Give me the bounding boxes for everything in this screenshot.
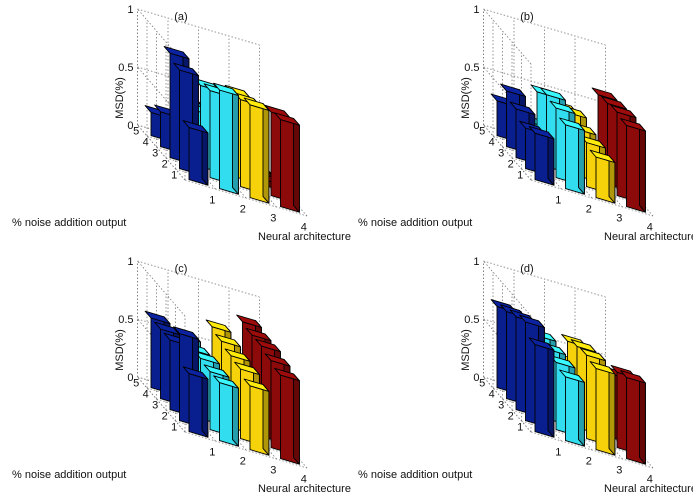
z-axis-label: MSD(%) (114, 329, 126, 371)
z-axis-label: MSD(%) (460, 77, 472, 119)
y-tick-label: 2 (508, 159, 514, 171)
panel-c: (c) 0 0.5 1 MSD(%) 1 2 3 4 Neural architecture 1 2 3… (0, 252, 351, 504)
x-tick-label: 4 (647, 474, 653, 486)
z-tick-label: 0.5 (464, 62, 479, 74)
y-axis-label: % noise addition output (12, 217, 126, 229)
y-tick-label: 5 (479, 126, 485, 138)
z-axis-label: MSD(%) (460, 329, 472, 371)
chart-title: (b) (520, 11, 533, 23)
y-tick-label: 3 (498, 400, 504, 412)
z-axis-label: MSD(%) (114, 77, 126, 119)
z-tick-label: 1 (127, 4, 133, 16)
z-tick-label: 0 (473, 120, 479, 132)
z-tick-label: 1 (473, 4, 479, 16)
chart-title: (c) (175, 263, 188, 275)
z-tick-label: 0 (127, 372, 133, 384)
bar-arch4-noise1 (274, 112, 300, 213)
bars (490, 299, 646, 465)
y-tick-label: 5 (133, 126, 139, 138)
z-tick-label: 0.5 (118, 62, 133, 74)
bar-arch4-noise1 (274, 367, 300, 465)
x-tick-label: 3 (270, 465, 276, 477)
x-tick-label: 2 (586, 456, 592, 468)
z-tick-label: 1 (473, 256, 479, 268)
bar-arch2-noise1 (213, 375, 239, 447)
y-tick-label: 1 (171, 422, 177, 434)
x-tick-label: 2 (240, 204, 246, 216)
y-tick-label: 5 (479, 378, 485, 390)
y-tick-label: 3 (152, 148, 158, 160)
bar-arch4-noise1 (620, 370, 646, 465)
y-tick-label: 3 (498, 148, 504, 160)
y-tick-label: 1 (171, 170, 177, 182)
panel-b: (b) 0 0.5 1 MSD(%) 1 2 3 4 Neural architecture 1 2 3… (346, 0, 693, 252)
bar-arch4-noise1 (620, 118, 646, 213)
y-tick-label: 2 (162, 159, 168, 171)
x-tick-label: 3 (616, 213, 622, 225)
chart-title: (a) (174, 11, 187, 23)
bar-arch2-noise1 (559, 117, 585, 195)
z-tick-label: 1 (127, 256, 133, 268)
z-tick-label: 0 (473, 372, 479, 384)
x-tick-label: 1 (209, 195, 215, 207)
x-tick-label: 4 (301, 474, 307, 486)
z-tick-label: 0 (127, 120, 133, 132)
z-tick-label: 0.5 (464, 314, 479, 326)
bars (144, 45, 300, 213)
x-tick-label: 1 (555, 447, 561, 459)
y-tick-label: 4 (143, 137, 149, 149)
y-tick-label: 4 (489, 389, 495, 401)
y-tick-label: 3 (152, 400, 158, 412)
y-tick-label: 2 (508, 411, 514, 423)
x-tick-label: 1 (555, 195, 561, 207)
y-tick-label: 2 (162, 411, 168, 423)
bar-arch3-noise1 (589, 361, 616, 456)
bars (490, 83, 646, 213)
x-tick-label: 3 (616, 465, 622, 477)
bars (144, 310, 300, 465)
bar-arch1-noise1 (528, 337, 555, 438)
bar-arch3-noise1 (243, 97, 270, 204)
x-tick-label: 4 (301, 222, 307, 234)
y-axis-label: % noise addition output (358, 217, 472, 229)
bar-arch1-noise1 (182, 120, 209, 186)
bar-arch3-noise1 (243, 378, 270, 456)
panel-a: (a) 0 0.5 1 MSD(%) 1 2 3 4 Neural architecture 1 2 3… (0, 0, 351, 252)
x-axis-label: Neural architecture (258, 483, 351, 495)
x-tick-label: 2 (586, 204, 592, 216)
x-axis-label: Neural architecture (258, 231, 351, 243)
y-tick-label: 4 (489, 137, 495, 149)
x-tick-label: 4 (647, 222, 653, 234)
x-axis-label: Neural architecture (604, 231, 693, 243)
y-axis-label: % noise addition output (358, 469, 472, 481)
bar-arch1-noise1 (528, 125, 555, 186)
y-axis-label: % noise addition output (12, 469, 126, 481)
y-tick-label: 1 (517, 422, 523, 434)
chart-title: (d) (520, 263, 533, 275)
panel-d: (d) 0 0.5 1 MSD(%) 1 2 3 4 Neural architecture 1 2 3… (346, 252, 693, 504)
y-tick-label: 5 (133, 378, 139, 390)
y-tick-label: 4 (143, 389, 149, 401)
x-tick-label: 1 (209, 447, 215, 459)
bar-arch2-noise1 (213, 82, 239, 195)
bar-arch1-noise1 (182, 366, 209, 438)
x-tick-label: 3 (270, 213, 276, 225)
x-axis-label: Neural architecture (604, 483, 693, 495)
y-tick-label: 1 (517, 170, 523, 182)
x-tick-label: 2 (240, 456, 246, 468)
bar-arch2-noise1 (559, 369, 585, 447)
bar-arch3-noise1 (589, 149, 616, 204)
z-tick-label: 0.5 (118, 314, 133, 326)
